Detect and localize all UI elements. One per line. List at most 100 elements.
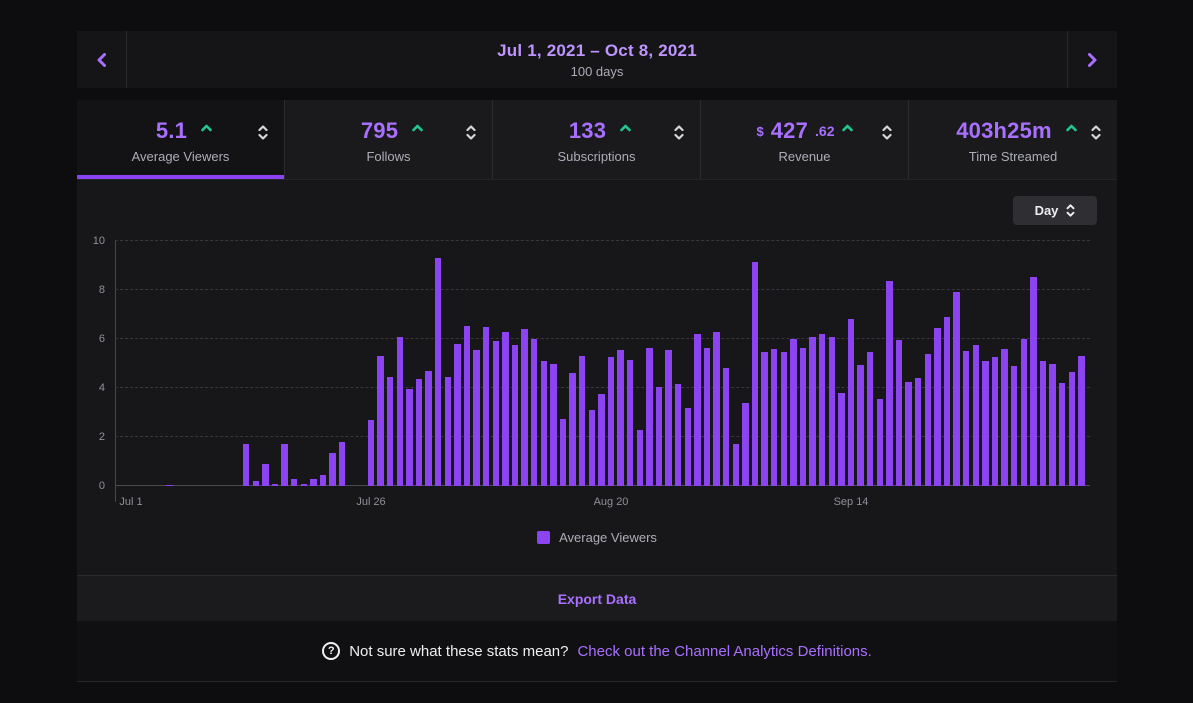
tab-time-streamed[interactable]: 403h25m Time Streamed	[909, 100, 1117, 179]
bar	[540, 361, 547, 486]
bar	[435, 258, 442, 486]
tab-revenue[interactable]: $427 .62 Revenue	[701, 100, 909, 179]
bar	[492, 341, 499, 486]
export-data-bar: Export Data	[77, 575, 1117, 621]
interval-dropdown[interactable]: Day	[1013, 196, 1097, 225]
stat-label: Revenue	[778, 149, 831, 164]
legend-label: Average Viewers	[559, 530, 657, 545]
bar	[425, 370, 432, 486]
bar	[982, 361, 989, 486]
stat-prefix: $	[756, 123, 764, 139]
help-question-icon[interactable]: ?	[322, 642, 341, 660]
stats-tab-row: 5.1 Average Viewers 795 Follows	[77, 100, 1117, 179]
bar	[943, 316, 951, 486]
bar	[473, 350, 480, 486]
bar	[559, 418, 567, 486]
sort-toggle-icon[interactable]	[256, 120, 270, 144]
sort-toggle-icon[interactable]	[672, 120, 686, 144]
bar	[1020, 339, 1027, 486]
tab-average-viewers[interactable]: 5.1 Average Viewers	[77, 100, 285, 179]
bar	[991, 357, 999, 486]
bar	[291, 478, 298, 486]
y-tick-label: 2	[98, 431, 105, 443]
legend-swatch	[537, 531, 551, 544]
bar	[1049, 363, 1056, 486]
gridline	[115, 387, 1090, 388]
bar	[934, 327, 941, 486]
bar	[406, 389, 413, 486]
bar	[300, 483, 307, 486]
y-tick-label: 10	[92, 235, 105, 247]
bar	[377, 356, 384, 486]
bar	[665, 350, 672, 486]
trend-up-icon	[620, 124, 631, 132]
chevron-right-icon	[1088, 52, 1097, 67]
bar	[646, 347, 653, 486]
bar	[1011, 365, 1018, 486]
bar	[511, 345, 519, 486]
bar	[675, 384, 682, 486]
analytics-definitions-link[interactable]: Check out the Channel Analytics Definiti…	[577, 642, 872, 660]
sort-toggle-icon[interactable]	[1089, 120, 1103, 144]
bar	[367, 419, 375, 486]
bar	[838, 392, 845, 486]
y-axis-labels: 0 2 4 6 8 10	[79, 235, 110, 492]
stat-label: Average Viewers	[131, 149, 230, 164]
bar	[771, 348, 778, 486]
date-range-display[interactable]: Jul 1, 2021 – Oct 8, 2021 100 days	[127, 31, 1067, 88]
help-text: Not sure what these stats mean?	[349, 642, 569, 660]
chart-panel: Day 0 2 4 6 8 10 Jul 1 Jul 26 Aug 20 Sep 14 Aver…	[77, 179, 1117, 575]
bar	[636, 429, 643, 486]
x-tick-label: Sep 14	[833, 496, 869, 508]
sort-toggle-icon[interactable]	[880, 120, 894, 144]
bar	[252, 481, 259, 486]
bar	[847, 319, 855, 486]
gridline	[115, 240, 1090, 241]
y-tick-label: 6	[98, 333, 105, 345]
bar	[924, 353, 931, 486]
next-period-button[interactable]	[1067, 31, 1117, 88]
bar	[799, 347, 807, 486]
bar	[703, 347, 711, 486]
sort-toggle-icon[interactable]	[464, 120, 478, 144]
x-tick-label: Aug 20	[593, 496, 629, 508]
interval-dropdown-value: Day	[1034, 203, 1059, 218]
bar	[310, 478, 317, 486]
bar	[579, 356, 586, 486]
tab-subscriptions[interactable]: 133 Subscriptions	[493, 100, 701, 179]
bar	[972, 345, 979, 486]
bar	[166, 484, 173, 486]
stat-value-row: 5.1	[149, 117, 212, 145]
stat-value: 133	[568, 118, 607, 143]
trend-up-icon	[1065, 124, 1077, 132]
bar	[1059, 383, 1066, 486]
bar	[819, 334, 826, 486]
bar	[1039, 361, 1047, 486]
tab-follows[interactable]: 795 Follows	[285, 100, 493, 179]
bar	[1068, 372, 1075, 486]
help-footer: ? Not sure what these stats mean? Check …	[77, 621, 1117, 682]
bar	[1078, 356, 1085, 486]
gridline	[115, 338, 1090, 339]
bar	[262, 463, 269, 486]
bar	[857, 364, 864, 486]
bar	[550, 363, 557, 486]
export-data-link[interactable]: Export Data	[557, 590, 637, 607]
stat-value-row: $427 .62	[756, 117, 853, 145]
bar	[751, 261, 759, 486]
bar	[694, 334, 701, 486]
bar	[790, 339, 797, 486]
bar	[454, 343, 461, 486]
trend-up-icon	[841, 124, 853, 132]
bar	[444, 376, 451, 486]
bar	[713, 331, 720, 486]
y-axis-line	[115, 241, 116, 502]
bar	[895, 340, 903, 486]
bar	[463, 325, 471, 486]
date-range-title: Jul 1, 2021 – Oct 8, 2021	[497, 40, 697, 60]
bar	[886, 281, 893, 486]
stat-label: Follows	[366, 149, 411, 164]
stat-value: 5.1	[155, 118, 188, 143]
previous-period-button[interactable]	[77, 31, 127, 88]
bar	[1030, 276, 1037, 486]
